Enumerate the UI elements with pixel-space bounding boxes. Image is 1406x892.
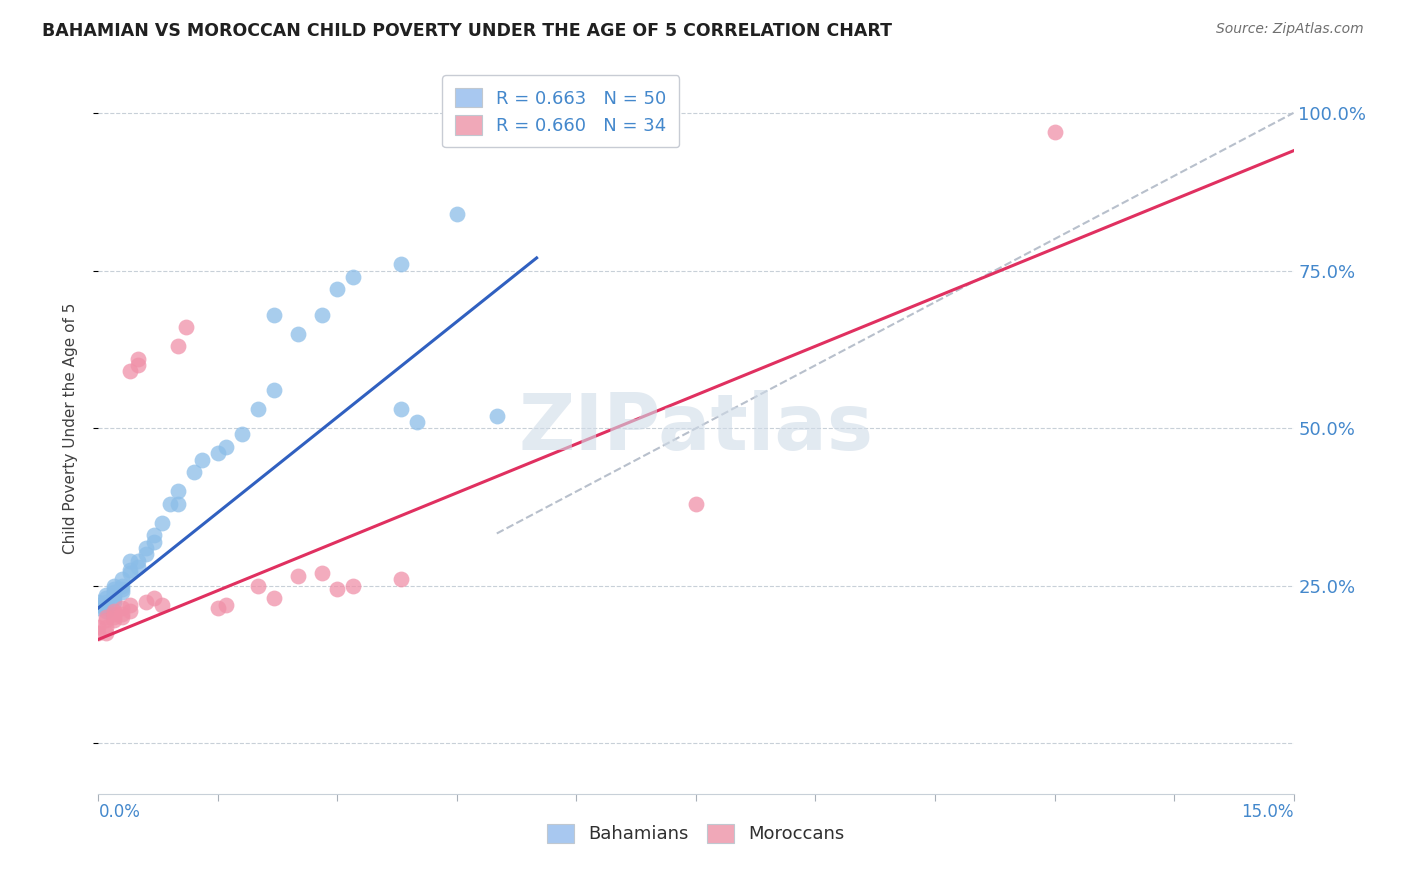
Point: [167, 339, 190, 353]
Point: [191, 452, 214, 467]
Point: [263, 591, 285, 606]
Point: [135, 594, 157, 608]
Point: [389, 402, 412, 417]
Point: [96, 626, 118, 640]
Point: [120, 566, 142, 581]
Point: [389, 573, 412, 587]
Point: [111, 600, 134, 615]
Point: [485, 409, 508, 423]
Point: [143, 534, 166, 549]
Point: [207, 446, 229, 460]
Point: [120, 364, 142, 378]
Point: [231, 427, 253, 442]
Point: [87, 594, 110, 608]
Point: [87, 620, 110, 634]
Point: [103, 594, 125, 608]
Point: [143, 528, 166, 542]
Point: [96, 614, 118, 628]
Point: [87, 626, 110, 640]
Point: [96, 591, 118, 606]
Point: [96, 588, 118, 602]
Point: [326, 282, 349, 296]
Point: [1043, 125, 1066, 139]
Point: [311, 308, 333, 322]
Point: [215, 598, 238, 612]
Point: [111, 573, 134, 587]
Point: [446, 207, 468, 221]
Text: 15.0%: 15.0%: [1241, 804, 1294, 822]
Point: [342, 269, 364, 284]
Point: [120, 604, 142, 618]
Point: [120, 598, 142, 612]
Point: [96, 598, 118, 612]
Point: [215, 440, 238, 454]
Point: [103, 591, 125, 606]
Point: [127, 560, 149, 574]
Point: [96, 610, 118, 624]
Point: [96, 594, 118, 608]
Point: [174, 320, 197, 334]
Point: [143, 591, 166, 606]
Point: [135, 541, 157, 555]
Point: [311, 566, 333, 581]
Point: [167, 497, 190, 511]
Text: BAHAMIAN VS MOROCCAN CHILD POVERTY UNDER THE AGE OF 5 CORRELATION CHART: BAHAMIAN VS MOROCCAN CHILD POVERTY UNDER…: [42, 22, 893, 40]
Point: [96, 620, 118, 634]
Point: [127, 351, 149, 366]
Point: [246, 579, 269, 593]
Point: [87, 598, 110, 612]
Point: [111, 585, 134, 599]
Point: [287, 569, 309, 583]
Text: Source: ZipAtlas.com: Source: ZipAtlas.com: [1216, 22, 1364, 37]
Point: [246, 402, 269, 417]
Point: [287, 326, 309, 341]
Text: ZIPatlas: ZIPatlas: [519, 390, 873, 467]
Point: [103, 579, 125, 593]
Point: [183, 465, 205, 479]
Point: [167, 484, 190, 499]
Point: [326, 582, 349, 596]
Point: [103, 585, 125, 599]
Point: [96, 600, 118, 615]
Point: [685, 497, 707, 511]
Point: [120, 563, 142, 577]
Point: [263, 308, 285, 322]
Point: [103, 588, 125, 602]
Legend: Bahamians, Moroccans: Bahamians, Moroccans: [540, 816, 852, 851]
Point: [103, 614, 125, 628]
Point: [127, 553, 149, 567]
Point: [111, 582, 134, 596]
Point: [103, 604, 125, 618]
Point: [389, 257, 412, 271]
Point: [127, 358, 149, 372]
Point: [207, 600, 229, 615]
Point: [87, 600, 110, 615]
Y-axis label: Child Poverty Under the Age of 5: Child Poverty Under the Age of 5: [63, 302, 77, 554]
Point: [103, 607, 125, 622]
Point: [103, 582, 125, 596]
Point: [406, 415, 429, 429]
Point: [150, 516, 173, 530]
Point: [120, 553, 142, 567]
Text: 0.0%: 0.0%: [98, 804, 141, 822]
Point: [342, 579, 364, 593]
Point: [111, 607, 134, 622]
Point: [103, 610, 125, 624]
Point: [135, 547, 157, 561]
Point: [150, 598, 173, 612]
Point: [159, 497, 181, 511]
Point: [111, 610, 134, 624]
Point: [111, 579, 134, 593]
Point: [263, 384, 285, 398]
Point: [96, 604, 118, 618]
